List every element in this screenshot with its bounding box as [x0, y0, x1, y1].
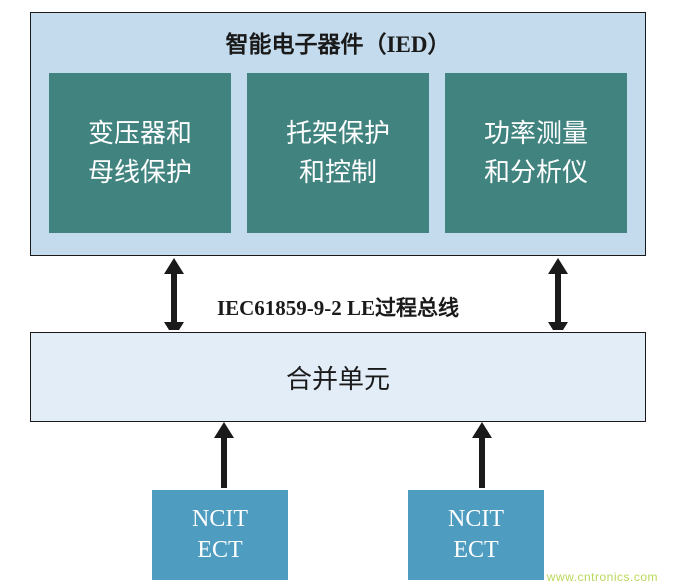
ncit-ect-left: NCIT ECT — [152, 490, 288, 580]
module-line: 和控制 — [299, 153, 377, 192]
ied-title: 智能电子器件（IED） — [31, 25, 645, 59]
ied-container: 智能电子器件（IED） 变压器和 母线保护 托架保护 和控制 功率测量 和分析仪 — [30, 12, 646, 256]
module-line: 功率测量 — [484, 114, 588, 153]
up-arrow-right — [468, 422, 496, 488]
module-line: 托架保护 — [286, 114, 390, 153]
double-arrow-left — [160, 258, 188, 330]
diagram-root: 智能电子器件（IED） 变压器和 母线保护 托架保护 和控制 功率测量 和分析仪… — [30, 12, 646, 256]
modules-row: 变压器和 母线保护 托架保护 和控制 功率测量 和分析仪 — [49, 73, 627, 233]
ncit-line: NCIT — [448, 504, 504, 535]
module-line: 和分析仪 — [484, 153, 588, 192]
merging-unit: 合并单元 — [30, 332, 646, 422]
up-arrow-left — [210, 422, 238, 488]
module-bay-control: 托架保护 和控制 — [247, 73, 429, 233]
ncit-ect-right: NCIT ECT — [408, 490, 544, 580]
ncit-line: NCIT — [192, 504, 248, 535]
ncit-line: ECT — [197, 535, 242, 566]
ncit-line: ECT — [453, 535, 498, 566]
double-arrow-right — [544, 258, 572, 330]
watermark: www.cntronics.com — [547, 570, 658, 584]
module-transformer-protection: 变压器和 母线保护 — [49, 73, 231, 233]
module-line: 母线保护 — [88, 153, 192, 192]
module-line: 变压器和 — [88, 114, 192, 153]
module-power-measure: 功率测量 和分析仪 — [445, 73, 627, 233]
merging-unit-label: 合并单元 — [286, 359, 390, 396]
